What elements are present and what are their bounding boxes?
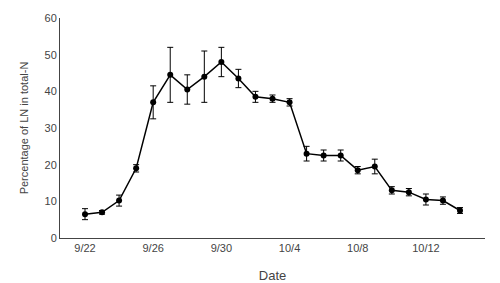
svg-text:Percentage of LN in total-N: Percentage of LN in total-N: [18, 62, 30, 195]
svg-text:Date: Date: [259, 268, 286, 283]
svg-text:10: 10: [45, 195, 57, 207]
svg-text:50: 50: [45, 49, 57, 61]
svg-text:9/22: 9/22: [74, 242, 95, 254]
svg-text:9/26: 9/26: [142, 242, 163, 254]
svg-text:20: 20: [45, 159, 57, 171]
svg-text:10/12: 10/12: [412, 242, 440, 254]
svg-text:60: 60: [45, 12, 57, 24]
svg-text:40: 40: [45, 85, 57, 97]
svg-text:0: 0: [51, 232, 57, 244]
svg-text:30: 30: [45, 122, 57, 134]
svg-text:9/30: 9/30: [211, 242, 232, 254]
svg-text:10/4: 10/4: [279, 242, 300, 254]
svg-text:10/8: 10/8: [347, 242, 368, 254]
